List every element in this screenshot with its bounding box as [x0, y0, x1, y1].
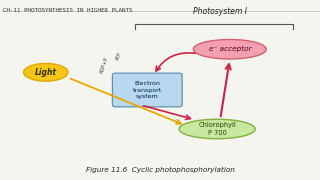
Ellipse shape — [179, 119, 255, 139]
Text: ATP: ATP — [115, 51, 123, 61]
Ellipse shape — [24, 63, 68, 81]
Text: Electron
transport
system: Electron transport system — [133, 81, 162, 99]
Ellipse shape — [193, 39, 266, 59]
Text: CH-11 PHOTOSYNTHESIS IN HIGHER PLANTS: CH-11 PHOTOSYNTHESIS IN HIGHER PLANTS — [3, 8, 133, 13]
FancyBboxPatch shape — [112, 73, 182, 107]
Text: Photosystem I: Photosystem I — [193, 6, 247, 15]
Text: e⁻ acceptor: e⁻ acceptor — [209, 46, 251, 52]
Text: Light: Light — [35, 68, 57, 77]
Text: Figure 11.6  Cyclic photophosphorylation: Figure 11.6 Cyclic photophosphorylation — [85, 167, 235, 173]
Text: Chlorophyll
P 700: Chlorophyll P 700 — [198, 122, 236, 136]
Text: ADP+P: ADP+P — [99, 56, 110, 74]
